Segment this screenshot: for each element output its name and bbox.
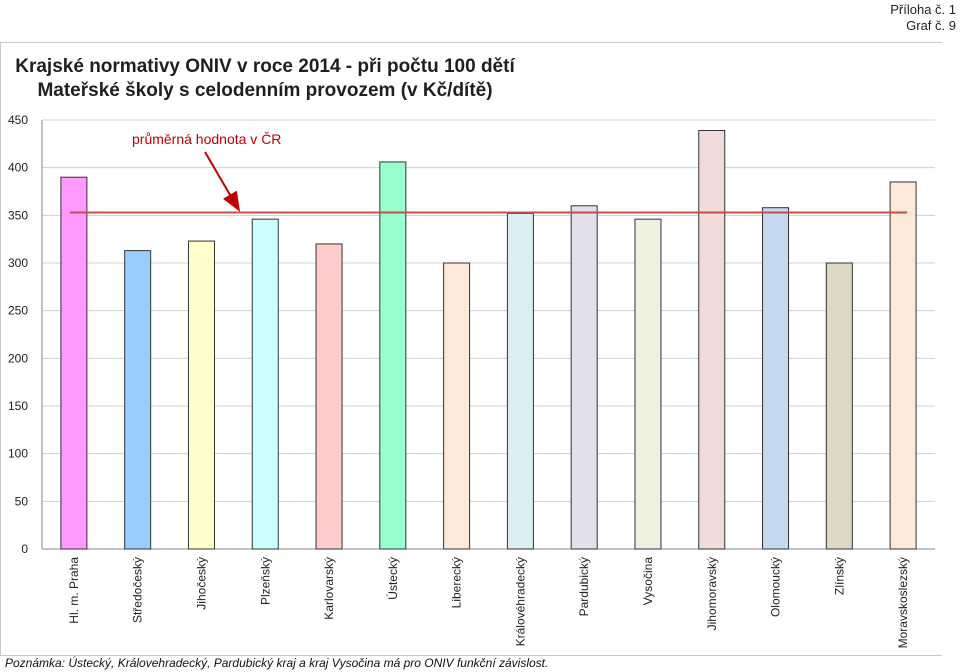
y-tick-label: 250	[8, 304, 28, 318]
chart-frame	[0, 42, 942, 656]
bar	[443, 262, 471, 550]
y-tick-label: 150	[8, 399, 28, 413]
bar	[60, 176, 88, 550]
x-tick-label: Jihomoravský	[705, 557, 719, 630]
bar	[570, 205, 598, 550]
bar	[762, 207, 790, 550]
chart-subtitle: Mateřské školy s celodenním provozem (v …	[37, 80, 493, 101]
bar	[698, 129, 726, 550]
bar	[825, 262, 853, 550]
x-tick-label: Olomoucký	[769, 557, 783, 617]
x-tick-label: Vysočina	[641, 557, 655, 606]
x-tick-label: Královéhradecký	[513, 557, 527, 646]
x-tick-label: Středočeský	[131, 557, 145, 623]
attachment-label: Příloha č. 1	[890, 2, 956, 17]
y-tick-label: 400	[8, 161, 28, 175]
bar	[634, 218, 662, 550]
average-label: průměrná hodnota v ČR	[132, 131, 282, 147]
chart-title: Krajské normativy ONIV v roce 2014 - při…	[15, 56, 515, 77]
average-arrow	[204, 151, 241, 212]
x-tick-label: Liberecký	[450, 557, 464, 608]
x-tick-label: Plzeňský	[258, 557, 272, 605]
x-tick-label: Zlínský	[832, 557, 846, 595]
y-tick-label: 0	[21, 542, 28, 556]
graph-number-label: Graf č. 9	[906, 18, 956, 33]
x-tick-label: Hl. m. Praha	[67, 557, 81, 624]
bar	[889, 181, 917, 550]
bar	[379, 161, 407, 550]
y-tick-label: 50	[15, 494, 29, 508]
x-tick-label: Karlovarský	[322, 557, 336, 620]
bar	[506, 212, 534, 550]
x-tick-label: Jihočeský	[194, 557, 208, 610]
y-tick-label: 100	[8, 447, 28, 461]
bar	[187, 240, 215, 550]
footnote: Poznámka: Ústecký, Královehradecký, Pard…	[5, 656, 549, 670]
x-tick-label: Moravskoslezský	[896, 557, 910, 648]
y-tick-label: 200	[8, 351, 28, 365]
y-tick-label: 450	[8, 113, 28, 127]
y-tick-label: 350	[8, 208, 28, 222]
x-tick-label: Ústecký	[385, 557, 400, 600]
x-tick-label: Pardubický	[577, 557, 591, 616]
y-tick-label: 300	[8, 256, 28, 270]
bar	[251, 218, 279, 550]
bar	[124, 250, 152, 550]
bar	[315, 243, 343, 550]
